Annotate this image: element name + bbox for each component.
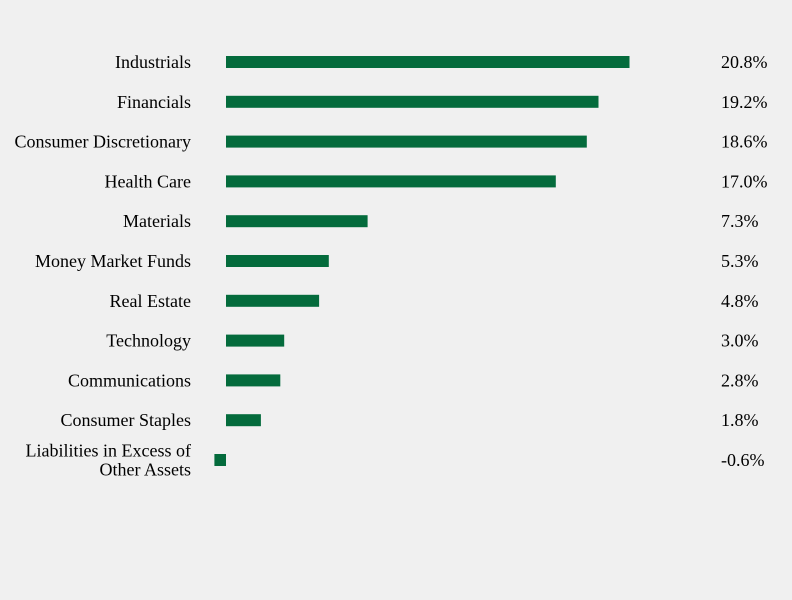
value-label-real-estate: 4.8% (721, 291, 759, 311)
category-label-health-care: Health Care (105, 171, 191, 191)
bar-materials (226, 215, 368, 228)
value-labels-layer: 20.8% 19.2% 18.6% 17.0% 7.3% 5.3% 4.8% 3.0% 2.8%… (721, 52, 768, 470)
value-label-money-market-funds: 5.3% (721, 251, 759, 271)
category-label-line: Consumer Staples (61, 410, 192, 430)
category-label-technology: Technology (106, 331, 191, 351)
bars-layer (214, 56, 630, 466)
value-label-materials: 7.3% (721, 211, 759, 231)
value-label-consumer-discretionary: 18.6% (721, 132, 768, 152)
category-label-line: Other Assets (100, 460, 192, 480)
category-label-money-market-funds: Money Market Funds (35, 251, 191, 271)
bar-technology (226, 334, 285, 347)
value-label-financials: 19.2% (721, 92, 768, 112)
category-label-line: Consumer Discretionary (15, 132, 191, 152)
value-label-technology: 3.0% (721, 331, 759, 351)
bar-consumer-staples (226, 414, 261, 427)
category-label-liabilities-in-excess-of-other-assets: Liabilities in Excess of Other Assets (26, 441, 191, 480)
bar-money-market-funds (226, 255, 329, 267)
bar-consumer-discretionary (226, 135, 587, 148)
bar-communications (226, 374, 281, 387)
category-label-real-estate: Real Estate (110, 291, 191, 311)
category-label-line: Liabilities in Excess of (26, 441, 191, 461)
category-label-financials: Financials (117, 92, 191, 112)
category-label-consumer-staples: Consumer Staples (61, 410, 192, 430)
category-label-industrials: Industrials (115, 52, 191, 72)
value-label-liabilities-in-excess-of-other-assets: -0.6% (721, 450, 765, 470)
value-label-health-care: 17.0% (721, 171, 768, 191)
category-label-materials: Materials (123, 211, 191, 231)
category-label-line: Financials (117, 92, 191, 112)
value-label-communications: 2.8% (721, 370, 759, 390)
category-label-line: Technology (106, 331, 191, 351)
category-labels-layer: Industrials Financials Consumer Discretion… (15, 52, 191, 480)
value-label-consumer-staples: 1.8% (721, 410, 759, 430)
category-label-line: Money Market Funds (35, 251, 191, 271)
category-label-line: Materials (123, 211, 191, 231)
value-label-industrials: 20.8% (721, 52, 768, 72)
category-label-line: Communications (68, 370, 191, 390)
category-label-line: Real Estate (110, 291, 191, 311)
category-label-line: Industrials (115, 52, 191, 72)
bar-financials (226, 95, 599, 108)
category-label-consumer-discretionary: Consumer Discretionary (15, 132, 191, 152)
bar-real-estate (226, 294, 320, 307)
bar-liabilities-in-excess-of-other-assets (214, 454, 226, 466)
category-label-communications: Communications (68, 370, 191, 390)
category-label-line: Health Care (105, 171, 191, 191)
bar-health-care (226, 175, 556, 188)
bar-industrials (226, 56, 630, 68)
